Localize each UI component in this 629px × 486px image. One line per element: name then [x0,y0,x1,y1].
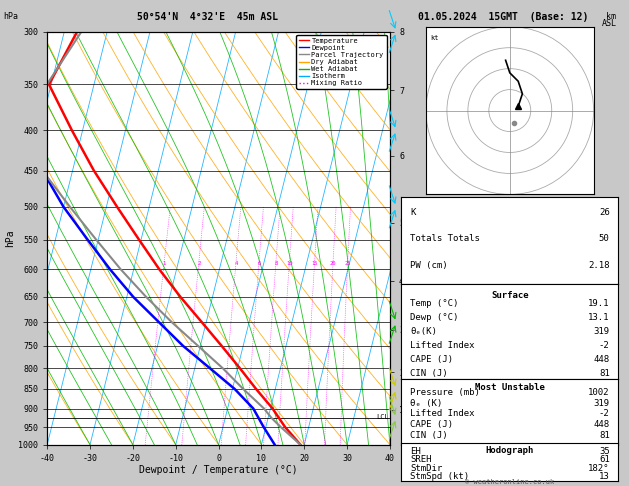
Text: EH: EH [410,447,421,456]
Text: Surface: Surface [491,291,528,300]
Text: 13.1: 13.1 [588,313,610,322]
Text: Lifted Index: Lifted Index [410,341,474,350]
Text: CAPE (J): CAPE (J) [410,355,453,364]
Text: 81: 81 [599,431,610,440]
Text: StmDir: StmDir [410,464,442,473]
Text: 2: 2 [197,261,200,266]
Text: PW (cm): PW (cm) [410,260,448,270]
Text: K: K [410,208,415,217]
Text: 448: 448 [594,420,610,429]
Text: CAPE (J): CAPE (J) [410,420,453,429]
Text: StmSpd (kt): StmSpd (kt) [410,472,469,481]
Text: SREH: SREH [410,455,431,465]
Text: 1002: 1002 [588,388,610,397]
Text: 81: 81 [599,369,610,378]
Text: 15: 15 [311,261,318,266]
Text: km: km [606,12,616,21]
Text: Most Unstable: Most Unstable [475,383,545,392]
Text: Dewp (°C): Dewp (°C) [410,313,459,322]
Text: Temp (°C): Temp (°C) [410,299,459,308]
Text: θₑ(K): θₑ(K) [410,327,437,336]
Text: 35: 35 [599,447,610,456]
Text: CIN (J): CIN (J) [410,369,448,378]
Text: 448: 448 [594,355,610,364]
Text: 20: 20 [330,261,337,266]
Text: Totals Totals: Totals Totals [410,234,480,243]
Legend: Temperature, Dewpoint, Parcel Trajectory, Dry Adiabat, Wet Adiabat, Isotherm, Mi: Temperature, Dewpoint, Parcel Trajectory… [296,35,386,89]
Text: 8: 8 [274,261,277,266]
Text: 182°: 182° [588,464,610,473]
Text: 50°54'N  4°32'E  45m ASL: 50°54'N 4°32'E 45m ASL [137,12,278,22]
Text: 19.1: 19.1 [588,299,610,308]
Text: 319: 319 [594,327,610,336]
Text: -2: -2 [599,341,610,350]
Text: CIN (J): CIN (J) [410,431,448,440]
Text: 25: 25 [345,261,351,266]
Text: 4: 4 [234,261,238,266]
Text: © weatheronline.co.uk: © weatheronline.co.uk [465,479,554,485]
Y-axis label: hPa: hPa [6,229,15,247]
Text: Pressure (mb): Pressure (mb) [410,388,480,397]
Text: ASL: ASL [601,19,616,29]
Text: -2: -2 [599,409,610,418]
Text: 319: 319 [594,399,610,408]
Text: hPa: hPa [3,12,18,21]
Text: Hodograph: Hodograph [486,446,534,455]
Text: 6: 6 [257,261,260,266]
Text: kt: kt [430,35,438,41]
Text: 01.05.2024  15GMT  (Base: 12): 01.05.2024 15GMT (Base: 12) [418,12,588,22]
Text: 26: 26 [599,208,610,217]
Text: 1: 1 [162,261,165,266]
Text: 2.18: 2.18 [588,260,610,270]
Text: θₑ (K): θₑ (K) [410,399,442,408]
Text: 61: 61 [599,455,610,465]
X-axis label: Dewpoint / Temperature (°C): Dewpoint / Temperature (°C) [139,466,298,475]
Text: LCL: LCL [376,414,389,419]
Text: 10: 10 [286,261,292,266]
Text: Lifted Index: Lifted Index [410,409,474,418]
Text: 50: 50 [599,234,610,243]
Text: 13: 13 [599,472,610,481]
